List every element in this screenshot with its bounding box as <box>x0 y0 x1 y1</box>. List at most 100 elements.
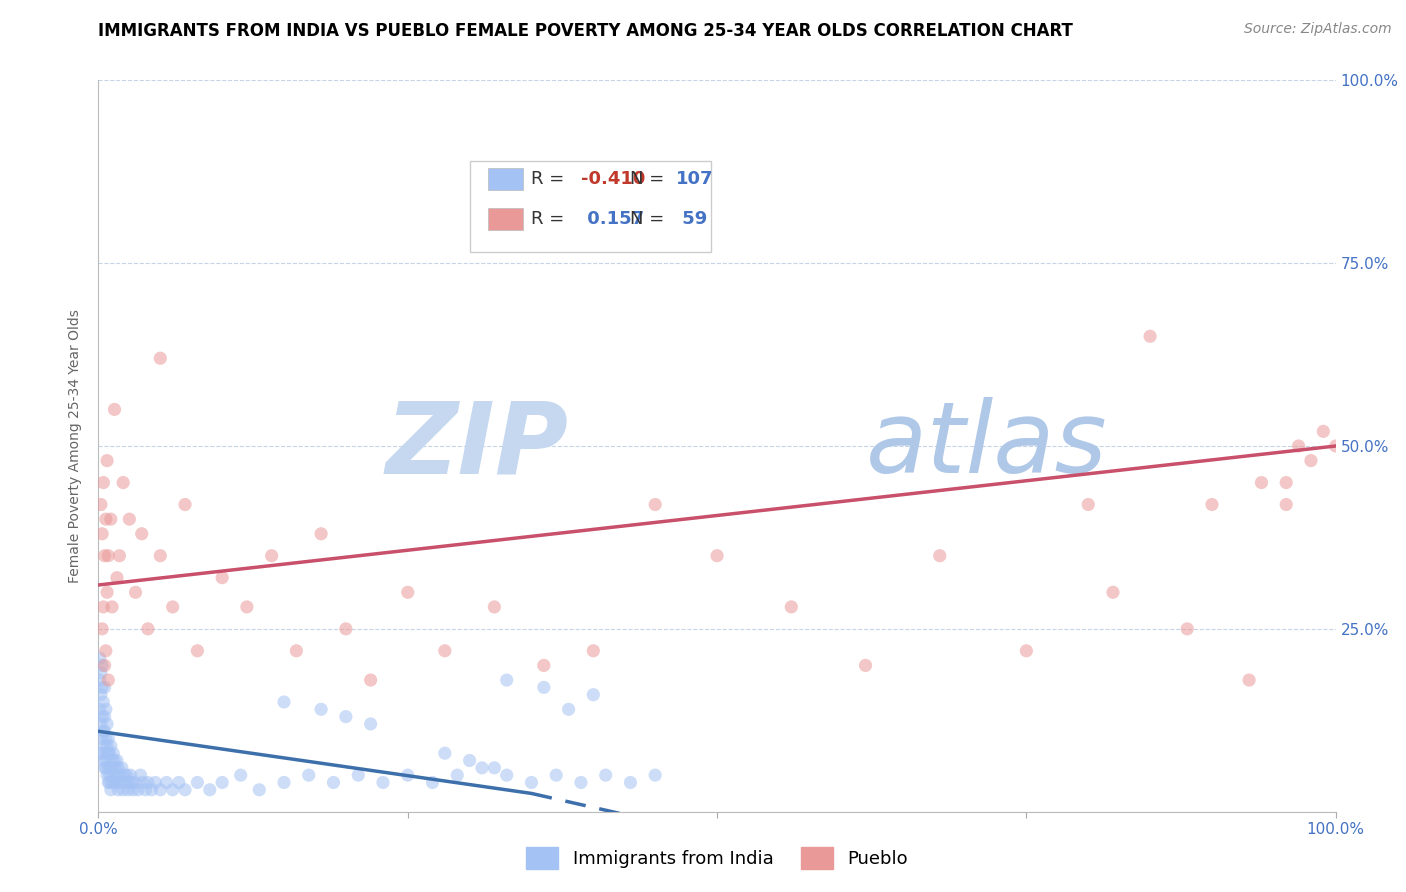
Point <box>141 782 163 797</box>
Text: atlas: atlas <box>866 398 1107 494</box>
Point <box>105 775 128 789</box>
Text: Source: ZipAtlas.com: Source: ZipAtlas.com <box>1244 22 1392 37</box>
Point <box>619 775 641 789</box>
Text: 59: 59 <box>676 211 707 228</box>
Point <box>96 585 118 599</box>
Point <box>110 775 132 789</box>
Point <box>107 782 129 797</box>
Point <box>98 746 121 760</box>
Point <box>101 775 124 789</box>
Point <box>111 761 134 775</box>
Text: N =: N = <box>630 170 671 188</box>
Point <box>855 658 877 673</box>
Point <box>90 717 112 731</box>
Point <box>103 402 125 417</box>
Point <box>1077 498 1099 512</box>
Point <box>360 717 382 731</box>
Point <box>124 585 146 599</box>
Point <box>94 644 117 658</box>
Point <box>360 673 382 687</box>
Point <box>91 746 114 760</box>
Point <box>162 599 184 614</box>
Point <box>1324 439 1347 453</box>
Point <box>112 475 135 490</box>
Point <box>100 761 122 775</box>
Point <box>533 681 555 695</box>
Point <box>112 782 135 797</box>
Point <box>104 761 127 775</box>
Point <box>98 775 121 789</box>
Point <box>335 622 357 636</box>
Point <box>174 498 197 512</box>
Point <box>91 709 114 723</box>
Point <box>309 702 332 716</box>
Point <box>103 746 125 760</box>
Point <box>129 768 152 782</box>
Point <box>121 775 143 789</box>
Point <box>396 768 419 782</box>
Text: R =: R = <box>531 170 571 188</box>
Point <box>471 761 494 775</box>
Point <box>422 775 444 789</box>
Point <box>118 512 141 526</box>
Point <box>118 775 141 789</box>
Point <box>91 622 114 636</box>
FancyBboxPatch shape <box>488 209 523 230</box>
Point <box>396 585 419 599</box>
Point <box>90 746 112 760</box>
Point <box>103 768 125 782</box>
Point <box>1102 585 1125 599</box>
Point <box>97 761 120 775</box>
Point <box>96 746 118 760</box>
Point <box>93 739 115 753</box>
Point <box>211 775 233 789</box>
Point <box>149 782 172 797</box>
Point <box>127 782 149 797</box>
Point <box>100 512 122 526</box>
Point <box>112 768 135 782</box>
Point <box>93 549 115 563</box>
Point <box>107 761 129 775</box>
Point <box>94 702 117 716</box>
Point <box>89 651 111 665</box>
Point <box>309 526 332 541</box>
Point <box>90 498 112 512</box>
Point <box>149 351 172 366</box>
Point <box>104 768 127 782</box>
Point <box>97 775 120 789</box>
Point <box>1139 329 1161 343</box>
Legend: Immigrants from India, Pueblo: Immigrants from India, Pueblo <box>519 839 915 876</box>
Point <box>1299 453 1322 467</box>
Point <box>96 717 118 731</box>
Point <box>1175 622 1198 636</box>
Point <box>1288 439 1310 453</box>
Point <box>229 768 252 782</box>
Point <box>108 549 131 563</box>
Point <box>706 549 728 563</box>
Point <box>211 571 233 585</box>
Point <box>433 746 456 760</box>
Point <box>1250 475 1272 490</box>
Point <box>93 695 115 709</box>
Point <box>105 571 128 585</box>
Point <box>298 768 321 782</box>
Point <box>1312 425 1334 439</box>
Point <box>1201 498 1223 512</box>
Point <box>100 739 122 753</box>
Point <box>780 599 803 614</box>
Point <box>134 782 156 797</box>
Point <box>371 775 394 789</box>
Point <box>97 549 120 563</box>
Point <box>94 731 117 746</box>
Point <box>94 512 117 526</box>
Point <box>644 768 666 782</box>
FancyBboxPatch shape <box>470 161 711 252</box>
Point <box>103 754 125 768</box>
Point <box>247 782 270 797</box>
Point <box>89 702 111 716</box>
Point <box>347 768 370 782</box>
Point <box>186 644 208 658</box>
Point <box>260 549 283 563</box>
Point <box>103 775 125 789</box>
Point <box>458 754 481 768</box>
